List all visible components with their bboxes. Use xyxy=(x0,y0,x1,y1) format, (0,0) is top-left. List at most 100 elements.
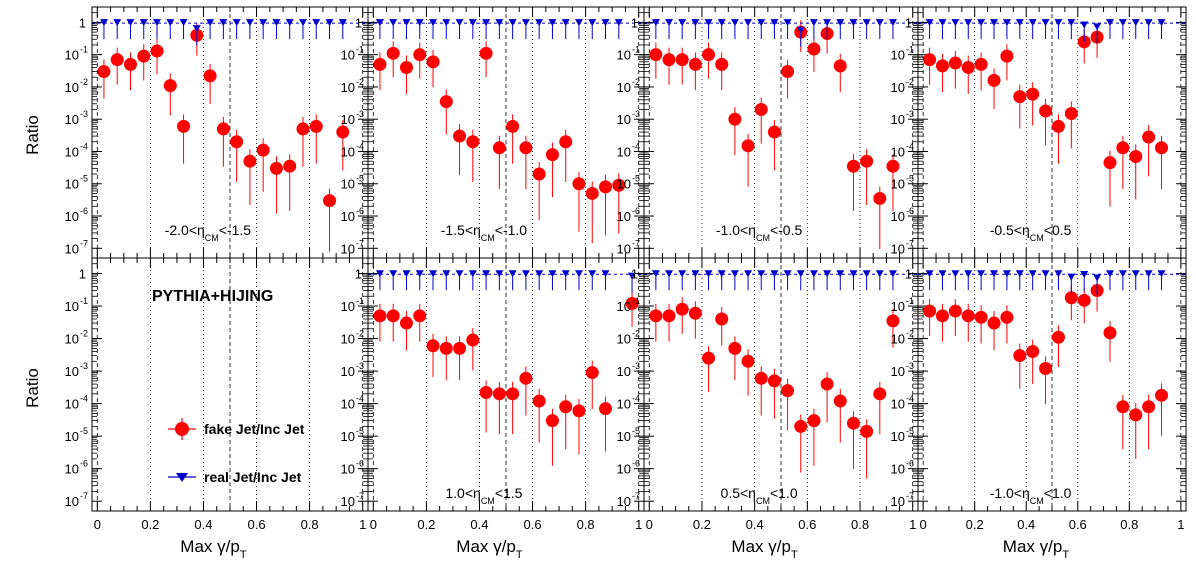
panel-6: 10-710-610-510-410-310-210-110 0.2 0.4 0.6 0… xyxy=(341,257,645,532)
eta-range-lower: 0.5<η xyxy=(721,485,756,501)
fake-data-point xyxy=(439,341,453,355)
fake-data-point xyxy=(1051,330,1065,344)
y-tick-label: 10 xyxy=(341,429,355,444)
fake-data-point xyxy=(702,48,716,62)
real-data-point xyxy=(651,270,660,278)
y-tick-label: 10 xyxy=(65,241,79,256)
y-tick-label: 10 xyxy=(891,299,905,314)
fake-data-point xyxy=(794,419,808,433)
fake-data-point xyxy=(506,387,520,401)
fake-data-point xyxy=(873,191,887,205)
fake-data-point xyxy=(1039,104,1053,118)
real-data-point xyxy=(415,270,424,278)
fake-data-point xyxy=(1129,149,1143,163)
y-tick-label: 10 xyxy=(617,332,631,347)
real-data-point xyxy=(482,19,491,27)
y-tick-label: 10 xyxy=(341,80,355,95)
x-axis-title-subscript: T xyxy=(240,549,247,561)
y-tick-label: 10 xyxy=(891,364,905,379)
y-tick-label: 1 xyxy=(905,267,912,282)
y-axis-title-top: Ratio xyxy=(23,115,42,155)
fake-data-point xyxy=(572,404,586,418)
real-data-point xyxy=(651,19,660,27)
fake-data-point xyxy=(923,53,937,67)
y-tick-exponent: -7 xyxy=(80,238,88,248)
y-tick-exponent: -6 xyxy=(906,206,914,216)
fake-data-point xyxy=(702,351,716,365)
fake-data-point xyxy=(987,316,1001,330)
real-data-point xyxy=(429,270,438,278)
fake-data-point xyxy=(1077,35,1091,49)
y-tick-label: 10 xyxy=(891,144,905,159)
y-tick-label: 10 xyxy=(341,462,355,477)
real-data-point xyxy=(783,270,792,278)
real-data-point xyxy=(1093,23,1102,31)
y-tick-label: 1 xyxy=(79,267,86,282)
y-tick-label: 10 xyxy=(617,462,631,477)
panel-frame xyxy=(917,257,1187,512)
x-tick-label: 0.4 xyxy=(746,517,764,532)
eta-range-lower: -2.0<η xyxy=(165,222,205,238)
y-tick-label: 10 xyxy=(891,112,905,127)
y-tick-exponent: -3 xyxy=(80,109,88,119)
x-tick-label: 0.8 xyxy=(1120,517,1138,532)
y-tick-exponent: -5 xyxy=(80,174,88,184)
eta-range-label: -1.0<ηCM<1.0 xyxy=(990,485,1072,506)
y-tick-label: 1 xyxy=(79,15,86,30)
y-tick-exponent: -5 xyxy=(632,174,640,184)
y-tick-exponent: -6 xyxy=(356,206,364,216)
x-tick-label: 0.2 xyxy=(966,517,984,532)
fake-data-point xyxy=(860,154,874,168)
real-data-point xyxy=(259,19,268,27)
y-tick-label: 10 xyxy=(617,299,631,314)
panel-7: 10-710-610-510-410-310-210-110 0.2 0.4 0.6 0… xyxy=(617,257,919,532)
x-tick-label: 1 xyxy=(909,517,916,532)
y-tick-exponent: -6 xyxy=(80,206,88,216)
panel-2: 10-710-610-510-410-310-210 -11-1.5<ηCM<-1… xyxy=(341,6,645,259)
fake-data-point xyxy=(781,384,795,398)
eta-subscript: CM xyxy=(1030,233,1044,243)
y-tick-exponent: -4 xyxy=(906,394,914,404)
real-data-point xyxy=(153,19,162,27)
y-tick-label: 1 xyxy=(631,15,638,30)
real-data-point xyxy=(757,19,766,27)
x-tick-label: 0 xyxy=(94,517,101,532)
fake-data-point xyxy=(1129,408,1143,422)
fake-data-point xyxy=(1000,310,1014,324)
fake-data-point xyxy=(1116,141,1130,155)
fake-data-point xyxy=(767,374,781,388)
fake-data-point xyxy=(373,57,387,71)
y-tick-exponent: -4 xyxy=(632,394,640,404)
fake-data-point xyxy=(1077,293,1091,307)
fake-data-point xyxy=(323,194,337,208)
x-tick-label: 0.2 xyxy=(417,517,435,532)
eta-range-upper: <0.5 xyxy=(1044,222,1072,238)
y-tick-exponent: -1 xyxy=(906,296,914,306)
y-tick-label: 10 xyxy=(891,241,905,256)
fake-data-point xyxy=(1013,349,1027,363)
fake-data-point xyxy=(572,177,586,191)
eta-range-label: 1.0<ηCM<1.5 xyxy=(445,485,522,506)
fake-data-point xyxy=(715,57,729,71)
y-tick-exponent: -3 xyxy=(906,361,914,371)
fake-data-point xyxy=(728,341,742,355)
y-tick-label: 1 xyxy=(905,15,912,30)
real-data-point xyxy=(704,270,713,278)
fake-data-point xyxy=(1142,130,1156,144)
y-tick-label: 10 xyxy=(617,241,631,256)
eta-subscript: CM xyxy=(1030,496,1044,506)
fake-data-point xyxy=(846,416,860,430)
y-tick-label: 10 xyxy=(341,299,355,314)
real-data-point xyxy=(285,19,294,27)
eta-range-upper: <-0.5 xyxy=(770,222,803,238)
eta-range-upper: <1.0 xyxy=(770,485,798,501)
fake-data-point xyxy=(833,59,847,73)
y-tick-label: 10 xyxy=(617,397,631,412)
fake-data-point xyxy=(413,309,427,323)
y-tick-label: 10 xyxy=(65,494,79,509)
panel-1: 10-710-610-510-410-310-210 -11-2.0<ηCM<-1… xyxy=(65,6,369,259)
real-data-point xyxy=(1002,19,1011,27)
fake-data-point xyxy=(230,135,244,149)
fake-data-point xyxy=(1051,119,1065,133)
